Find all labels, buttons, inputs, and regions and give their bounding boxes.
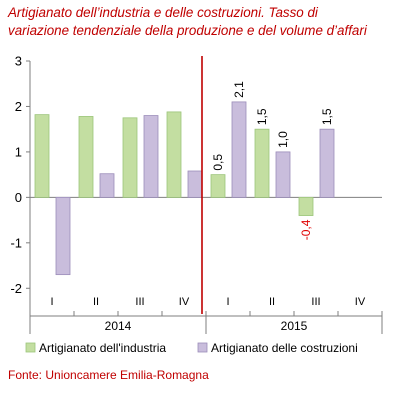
category-label: I <box>226 296 229 308</box>
bar-industria <box>298 196 314 216</box>
category-label: IV <box>355 296 366 308</box>
chart-title-line-2: variazione tendenziale della produzione … <box>8 23 367 38</box>
bar-costruzioni <box>231 101 247 198</box>
y-tick-label: 2 <box>15 99 22 114</box>
data-label: 0,5 <box>211 154 225 171</box>
legend-item-industria-label: Artigianato dell'industria <box>39 341 166 355</box>
year-label: 2014 <box>105 319 132 333</box>
legend: Artigianato dell'industria Artigianato de… <box>25 341 358 355</box>
bar-industria <box>122 117 138 198</box>
data-label: 2,1 <box>232 81 246 98</box>
bar-costruzioni <box>319 128 335 198</box>
bar-industria <box>34 114 50 198</box>
y-tick-label: -1 <box>10 235 22 250</box>
legend-item-costruzioni-swatch <box>197 342 208 353</box>
data-label: -0,4 <box>299 219 313 240</box>
y-tick-label: 1 <box>15 144 22 159</box>
category-label: III <box>135 296 144 308</box>
year-label: 2015 <box>281 319 308 333</box>
y-tick-label: 3 <box>15 54 22 69</box>
data-label: 1,5 <box>320 108 334 125</box>
source-note: Fonte: Unioncamere Emilia-Romagna <box>8 368 209 382</box>
bar-industria <box>210 174 226 198</box>
y-tick-label: 0 <box>15 190 22 205</box>
bar-costruzioni <box>55 196 71 276</box>
category-label: II <box>269 296 275 308</box>
bar-costruzioni <box>275 151 291 198</box>
bar-costruzioni <box>143 115 159 198</box>
bar-industria <box>254 128 270 198</box>
data-label: 1,0 <box>276 131 290 148</box>
category-label: III <box>311 296 320 308</box>
category-label: IV <box>179 296 190 308</box>
bar-industria <box>78 116 94 198</box>
y-tick-label: -2 <box>10 281 22 296</box>
category-label: I <box>50 296 53 308</box>
bar-costruzioni <box>99 173 115 198</box>
category-label: II <box>93 296 99 308</box>
data-label: 1,5 <box>255 108 269 125</box>
legend-item-costruzioni-label: Artigianato delle costruzioni <box>211 341 358 355</box>
bar-industria <box>166 111 182 198</box>
bar-costruzioni <box>187 170 203 198</box>
chart-title-line-1: Artigianato dell’industria e delle costr… <box>8 5 318 20</box>
chart-title: Artigianato dell’industria e delle costr… <box>8 4 396 40</box>
legend-item-industria-swatch <box>25 342 36 353</box>
